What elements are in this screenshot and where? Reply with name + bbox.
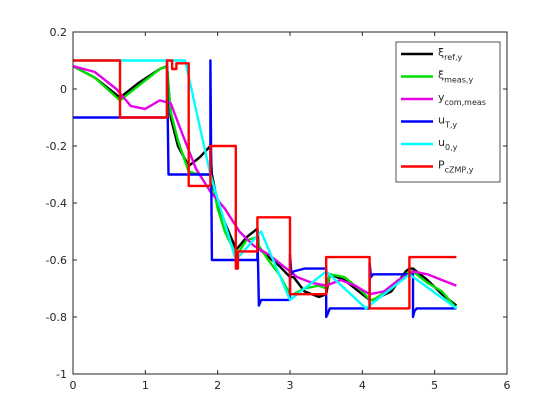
legend-label-main: P xyxy=(438,159,445,172)
y-tick-label: -0.8 xyxy=(46,311,67,324)
legend-label: u0,y xyxy=(438,136,458,152)
x-tick-label: 3 xyxy=(287,379,294,392)
x-tick-label: 6 xyxy=(504,379,511,392)
series-line-6 xyxy=(73,59,457,310)
x-tick-label: 1 xyxy=(142,379,149,392)
y-tick-label: -1 xyxy=(56,368,67,381)
legend-label-main: y xyxy=(438,91,445,104)
legend-label: ycom,meas xyxy=(438,91,486,107)
series-line-5 xyxy=(73,59,458,310)
legend-label-main: u xyxy=(438,136,445,149)
y-tick-label: -0.2 xyxy=(46,140,67,153)
legend-label-sub: ref,y xyxy=(444,53,462,62)
y-tick-label: -0.6 xyxy=(46,254,67,267)
series-line-3 xyxy=(73,65,457,296)
legend-label-main: ξ xyxy=(438,69,444,82)
legend-label-sub: T,y xyxy=(444,121,457,130)
y-tick-label: 0 xyxy=(60,83,67,96)
legend-label: uT,y xyxy=(438,114,457,130)
legend-label-sub: 0,y xyxy=(445,143,458,152)
legend-label-sub: meas,y xyxy=(444,76,473,85)
x-tick-label: 4 xyxy=(359,379,366,392)
x-tick-label: 5 xyxy=(431,379,438,392)
legend-label: ξref,y xyxy=(438,46,463,62)
legend-label-main: u xyxy=(438,114,445,127)
y-tick-label: -0.4 xyxy=(46,197,67,210)
legend-label: PcZMP,y xyxy=(438,159,474,175)
x-tick-label: 0 xyxy=(70,379,77,392)
series-line-4 xyxy=(73,59,457,319)
legend-label-sub: com,meas xyxy=(445,98,486,107)
legend-box xyxy=(395,41,501,183)
series-layer xyxy=(73,59,458,319)
legend-label: ξmeas,y xyxy=(438,69,473,85)
tick-layer: 0 1 2 3 4 5 6 -1 -0.8 -0.6 -0.4 -0.2 0 0.2 xyxy=(46,26,511,392)
y-tick-label: 0.2 xyxy=(50,26,68,39)
legend-label-main: ξ xyxy=(438,46,444,59)
x-tick-label: 2 xyxy=(214,379,221,392)
legend-label-sub: cZMP,y xyxy=(445,166,474,175)
